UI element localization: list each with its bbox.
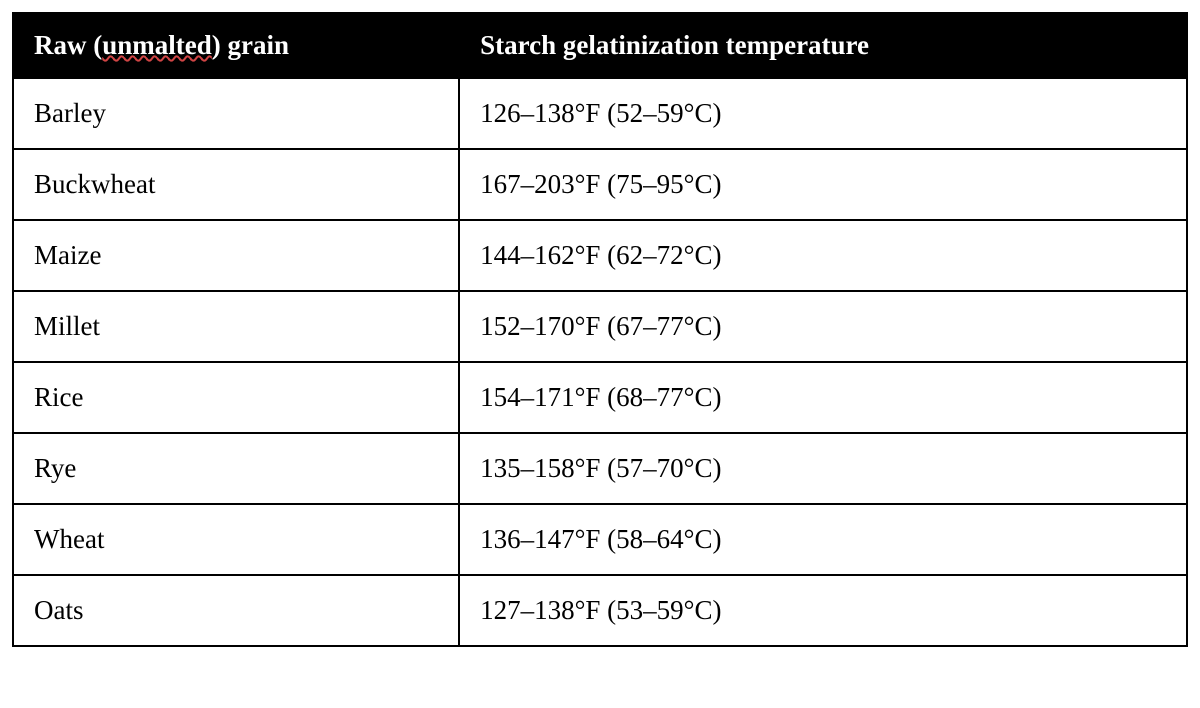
cell-grain: Maize: [13, 220, 459, 291]
cell-grain: Buckwheat: [13, 149, 459, 220]
table-row: Millet 152–170°F (67–77°C): [13, 291, 1187, 362]
table-row: Rice 154–171°F (68–77°C): [13, 362, 1187, 433]
cell-grain: Millet: [13, 291, 459, 362]
table-header-row: Raw (unmalted) grain Starch gelatinizati…: [13, 13, 1187, 78]
cell-temperature: 136–147°F (58–64°C): [459, 504, 1187, 575]
table-row: Wheat 136–147°F (58–64°C): [13, 504, 1187, 575]
header-text-underlined: unmalted: [102, 30, 212, 60]
cell-temperature: 152–170°F (67–77°C): [459, 291, 1187, 362]
table-body: Barley 126–138°F (52–59°C) Buckwheat 167…: [13, 78, 1187, 646]
header-text-suffix: ) grain: [212, 30, 289, 60]
cell-grain: Oats: [13, 575, 459, 646]
table-row: Oats 127–138°F (53–59°C): [13, 575, 1187, 646]
header-text-prefix: Raw (: [34, 30, 102, 60]
cell-temperature: 126–138°F (52–59°C): [459, 78, 1187, 149]
cell-grain: Rice: [13, 362, 459, 433]
cell-temperature: 144–162°F (62–72°C): [459, 220, 1187, 291]
grain-temperature-table: Raw (unmalted) grain Starch gelatinizati…: [12, 12, 1188, 647]
cell-temperature: 167–203°F (75–95°C): [459, 149, 1187, 220]
table-row: Barley 126–138°F (52–59°C): [13, 78, 1187, 149]
cell-grain: Barley: [13, 78, 459, 149]
cell-grain: Wheat: [13, 504, 459, 575]
table-row: Buckwheat 167–203°F (75–95°C): [13, 149, 1187, 220]
column-header-grain: Raw (unmalted) grain: [13, 13, 459, 78]
cell-temperature: 154–171°F (68–77°C): [459, 362, 1187, 433]
cell-temperature: 135–158°F (57–70°C): [459, 433, 1187, 504]
column-header-temperature: Starch gelatinization temperature: [459, 13, 1187, 78]
cell-grain: Rye: [13, 433, 459, 504]
cell-temperature: 127–138°F (53–59°C): [459, 575, 1187, 646]
table-row: Maize 144–162°F (62–72°C): [13, 220, 1187, 291]
table-row: Rye 135–158°F (57–70°C): [13, 433, 1187, 504]
